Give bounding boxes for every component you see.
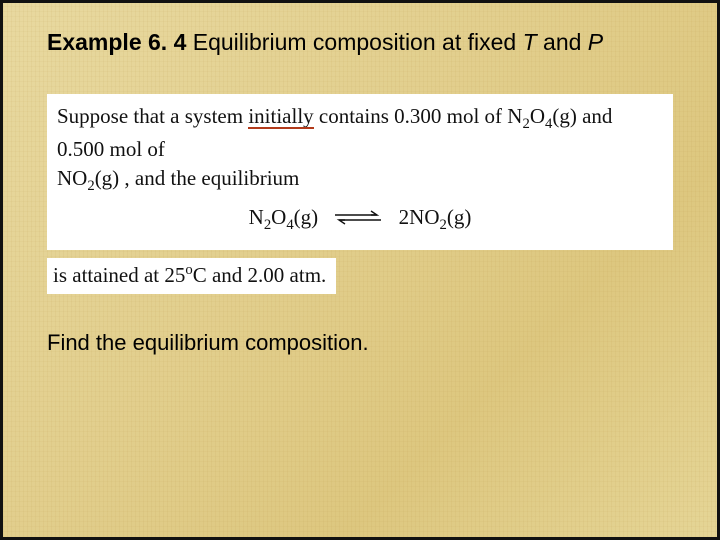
title-var-P: P: [588, 29, 603, 55]
scan-text: (g) , and the equilibrium: [95, 166, 300, 190]
eq-text: (g): [447, 205, 472, 229]
conditions-scan-block: is attained at 25oC and 2.00 atm.: [47, 258, 336, 294]
scan-underlined-word: initially: [248, 104, 313, 128]
problem-scan-block: Suppose that a system initially contains…: [47, 94, 673, 250]
equilibrium-arrow-icon: [331, 204, 385, 233]
reaction-equation: N2O4(g) 2NO2(g): [57, 203, 663, 236]
slide: Example 6. 4 Equilibrium composition at …: [0, 0, 720, 540]
eq-text: O: [271, 205, 286, 229]
scan-text: is attained at 25: [53, 263, 185, 287]
question-prompt: Find the equilibrium composition.: [47, 330, 673, 356]
scan-line-2: NO2(g) , and the equilibrium: [57, 164, 663, 197]
eq-text: N: [249, 205, 264, 229]
eq-text: 2NO: [399, 205, 440, 229]
example-number: Example 6. 4: [47, 29, 186, 55]
slide-title: Example 6. 4 Equilibrium composition at …: [47, 29, 673, 56]
superscript: o: [185, 262, 192, 278]
scan-line-1: Suppose that a system initially contains…: [57, 102, 663, 164]
subscript: 2: [87, 178, 94, 194]
eq-text: (g): [294, 205, 319, 229]
scan-text: Suppose that a system: [57, 104, 248, 128]
subscript: 2: [522, 116, 529, 132]
title-text-a: Equilibrium composition at fixed: [186, 29, 522, 55]
subscript: 4: [286, 217, 293, 233]
title-var-T: T: [523, 29, 537, 55]
scan-text: contains 0.300 mol of N: [314, 104, 523, 128]
title-and: and: [537, 29, 588, 55]
scan-text: O: [530, 104, 545, 128]
scan-text: NO: [57, 166, 87, 190]
subscript: 2: [440, 217, 447, 233]
scan-text: C and 2.00 atm.: [193, 263, 327, 287]
